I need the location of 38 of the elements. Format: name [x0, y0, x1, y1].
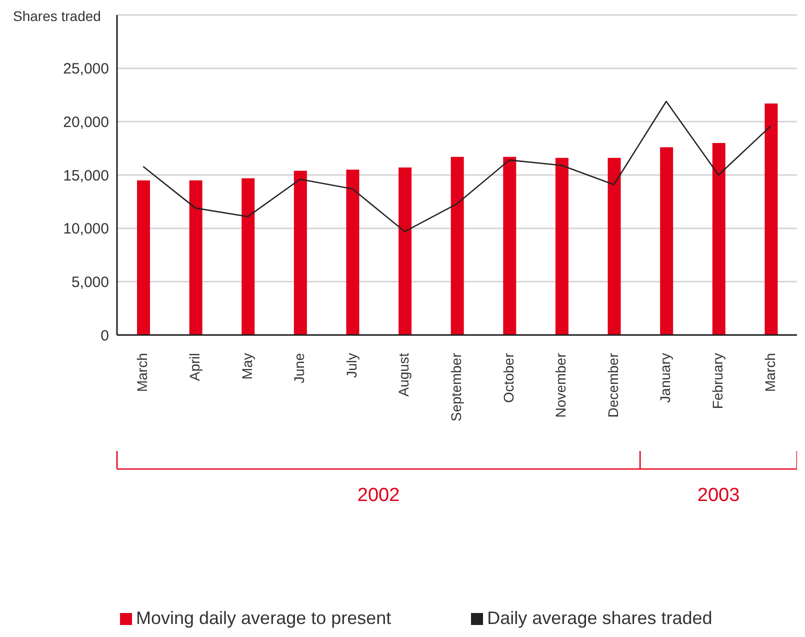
x-tick-label: August: [396, 352, 412, 397]
y-axis-title: Shares traded: [13, 8, 101, 24]
y-tick-label: 20,000: [63, 114, 109, 131]
bar: [764, 104, 778, 335]
legend-label: Moving daily average to present: [136, 608, 392, 628]
y-tick-label: 5,000: [71, 274, 109, 291]
bar: [712, 143, 726, 335]
x-tick-label: November: [552, 352, 569, 418]
bar: [503, 156, 516, 335]
bar: [346, 170, 360, 335]
bar: [398, 168, 412, 335]
x-tick-label: April: [186, 353, 202, 382]
x-tick-label: December: [604, 352, 621, 418]
text: 2003: [697, 485, 740, 506]
y-tick-label: 25,000: [63, 60, 109, 78]
bar: [242, 178, 255, 335]
x-tick-label: January: [657, 353, 674, 403]
bar: [450, 156, 464, 335]
x-tick-label: September: [448, 352, 464, 422]
x-tick-label: June: [291, 352, 308, 384]
bar: [137, 180, 150, 335]
x-tick-label: March: [134, 353, 150, 392]
x-tick-label: March: [762, 353, 778, 392]
bar: [660, 147, 674, 335]
legend-label: Daily average shares traded: [487, 608, 712, 628]
text: 2002: [357, 485, 400, 506]
y-tick-label: 15,000: [63, 167, 109, 184]
x-tick-label: May: [238, 353, 255, 380]
y-tick-label: 0: [100, 327, 109, 344]
x-tick-label: February: [710, 353, 726, 410]
line-series: [142, 100, 772, 232]
bar: [189, 180, 202, 335]
x-tick-label: July: [343, 353, 360, 378]
y-tick-label: 10,000: [63, 220, 109, 238]
x-tick-label: October: [500, 352, 516, 403]
bar: [555, 158, 568, 335]
bar: [294, 170, 307, 335]
bar: [608, 158, 621, 335]
